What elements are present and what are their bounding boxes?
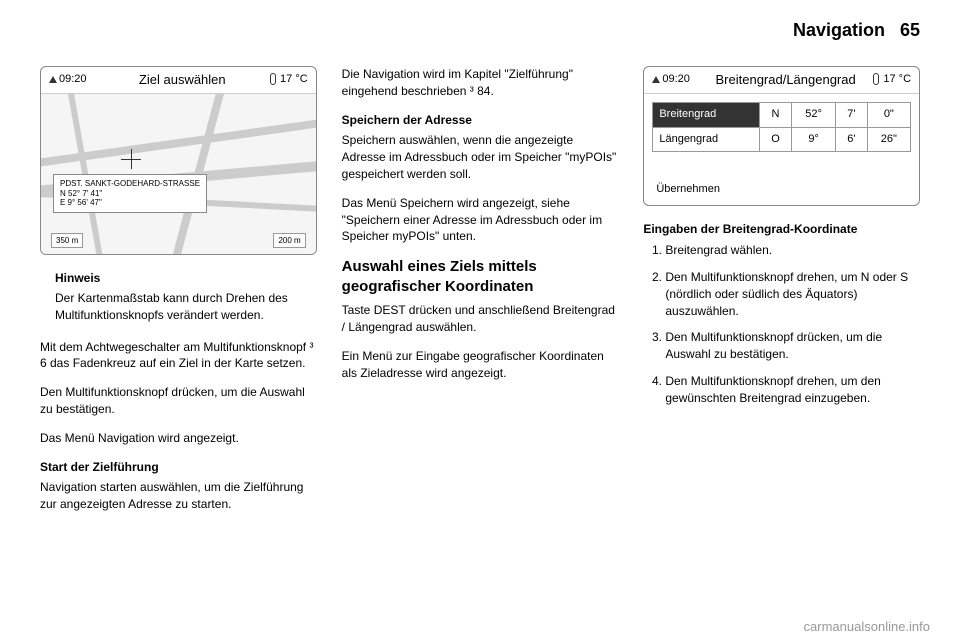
longitude-label: Längengrad	[653, 127, 760, 151]
step-4: Den Multifunktionsknopf drehen, um den g…	[665, 373, 920, 407]
table-row: Breitengrad N 52° 7' 0"	[653, 103, 911, 127]
save-menu-ref: Das Menü Speichern wird angezeigt, siehe…	[342, 195, 619, 245]
lon-min: 6'	[836, 127, 868, 151]
scale-left: 350 m	[51, 233, 83, 248]
coords-screen-header: 09:20 Breitengrad/Längengrad 17 °C	[644, 67, 919, 94]
sub-save-text: Speichern auswählen, wenn die angezeigte…	[342, 132, 619, 182]
note-text: Der Kartenmaßstab kann durch Drehen des …	[55, 290, 317, 324]
uebernehmen-label: Übernehmen	[652, 182, 911, 197]
page-number: 65	[900, 20, 920, 41]
popup-lat: N 52° 7' 41"	[60, 189, 200, 199]
note-label: Hinweis	[55, 270, 317, 287]
step-2: Den Multifunktionsknopf drehen, um N ode…	[665, 269, 920, 319]
lat-sec: 0"	[867, 103, 910, 127]
lat-deg: 52°	[792, 103, 836, 127]
coords-screen-time: 09:20	[652, 72, 690, 87]
sub-start-guidance: Start der Zielführung	[40, 459, 317, 476]
map-screenshot: 09:20 Ziel auswählen 17 °C PDST. SANKT-G…	[40, 66, 317, 255]
screen-header: 09:20 Ziel auswählen 17 °C	[41, 67, 316, 94]
table-row: Längengrad O 9° 6' 26"	[653, 127, 911, 151]
heading-coords: Auswahl eines Ziels mittels geografische…	[342, 257, 619, 296]
coords-menu-shown: Ein Menü zur Eingabe geografischer Koord…	[342, 348, 619, 382]
lat-min: 7'	[836, 103, 868, 127]
column-3: 09:20 Breitengrad/Längengrad 17 °C Breit…	[643, 66, 920, 525]
map-popup: PDST. SANKT-GODEHARD-STRASSE N 52° 7' 41…	[53, 174, 207, 213]
column-1: 09:20 Ziel auswählen 17 °C PDST. SANKT-G…	[40, 66, 317, 525]
page-header: Navigation 65	[40, 20, 920, 41]
coords-screenshot: 09:20 Breitengrad/Längengrad 17 °C Breit…	[643, 66, 920, 206]
steps-list: Breitengrad wählen. Den Multifunktionskn…	[643, 242, 920, 406]
para-confirm: Den Multifunktionsknopf drücken, um die …	[40, 384, 317, 418]
popup-street: PDST. SANKT-GODEHARD-STRASSE	[60, 179, 200, 189]
step-3: Den Multifunktionsknopf drücken, um die …	[665, 329, 920, 363]
latitude-label: Breitengrad	[653, 103, 760, 127]
coords-body: Breitengrad N 52° 7' 0" Längengrad O 9° …	[644, 94, 919, 205]
watermark: carmanualsonline.info	[804, 619, 930, 634]
map-body: PDST. SANKT-GODEHARD-STRASSE N 52° 7' 41…	[41, 94, 316, 254]
scale-right: 200 m	[273, 233, 305, 248]
screen-time: 09:20	[49, 72, 87, 87]
lon-dir: O	[760, 127, 792, 151]
sub-save-address: Speichern der Adresse	[342, 112, 619, 129]
coords-screen-temp: 17 °C	[883, 72, 911, 87]
lon-sec: 26"	[867, 127, 910, 151]
screen-temp: 17 °C	[280, 72, 308, 87]
coords-table: Breitengrad N 52° 7' 0" Längengrad O 9° …	[652, 102, 911, 152]
thermometer-icon	[873, 72, 879, 87]
lat-dir: N	[760, 103, 792, 127]
sub-enter-latitude: Eingaben der Breitengrad-Koordinate	[643, 221, 920, 238]
coords-screen-title: Breitengrad/Längengrad	[698, 71, 874, 89]
nav-chapter-ref: Die Navigation wird im Kapitel "Zielführ…	[342, 66, 619, 100]
popup-lon: E 9° 56' 47"	[60, 198, 200, 208]
para-navmenu: Das Menü Navigation wird angezeigt.	[40, 430, 317, 447]
step-1: Breitengrad wählen.	[665, 242, 920, 259]
column-2: Die Navigation wird im Kapitel "Zielführ…	[342, 66, 619, 525]
coords-press-dest: Taste DEST drücken und anschließend Brei…	[342, 302, 619, 336]
screen-title: Ziel auswählen	[95, 71, 271, 89]
lon-deg: 9°	[792, 127, 836, 151]
sub-start-text: Navigation starten auswählen, um die Zie…	[40, 479, 317, 513]
thermometer-icon	[270, 72, 276, 87]
header-title: Navigation	[793, 20, 885, 41]
para-crosshair: Mit dem Achtwegeschalter am Multifunktio…	[40, 339, 317, 373]
